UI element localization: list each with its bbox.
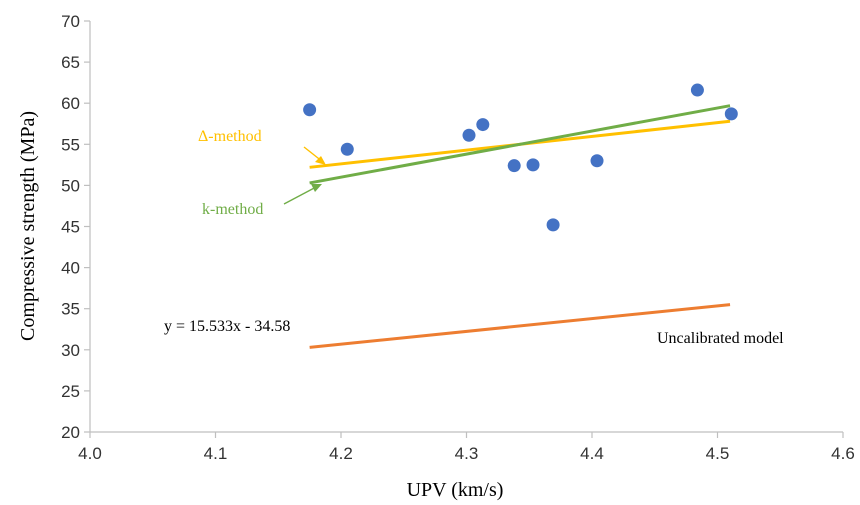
- data-point: [476, 118, 490, 132]
- y-tick-label: 25: [61, 382, 80, 401]
- x-tick-label: 4.6: [831, 444, 855, 463]
- delta-method-annotation: Δ-method: [198, 128, 262, 145]
- data-point: [303, 103, 317, 117]
- data-point: [690, 83, 704, 97]
- y-tick-label: 55: [61, 135, 80, 154]
- y-tick-label: 60: [61, 94, 80, 113]
- y-tick-label: 50: [61, 176, 80, 195]
- x-tick-label: 4.4: [580, 444, 604, 463]
- data-point: [340, 142, 354, 156]
- x-tick-label: 4.3: [455, 444, 479, 463]
- uncalibrated-model-annotation: Uncalibrated model: [657, 330, 784, 347]
- data-point: [526, 158, 540, 172]
- data-point: [590, 154, 604, 168]
- x-tick-label: 4.1: [204, 444, 228, 463]
- k-method-line: [309, 104, 731, 185]
- y-tick-label: 30: [61, 341, 80, 360]
- x-tick-label: 4.0: [78, 444, 102, 463]
- y-tick-label: 40: [61, 259, 80, 278]
- delta-method-arrowhead: [315, 156, 326, 165]
- y-tick-label: 20: [61, 423, 80, 442]
- data-point: [724, 107, 738, 121]
- uncalibrated-line: [309, 303, 731, 349]
- x-axis-label: UPV (km/s): [407, 479, 504, 501]
- data-point: [462, 128, 476, 142]
- regression-equation: y = 15.533x - 34.58: [164, 318, 290, 335]
- y-axis-ticks: 20 25 30 35 40 45 50 55 60 65 70: [61, 12, 90, 442]
- data-point: [546, 218, 560, 232]
- k-method-arrow: [283, 185, 319, 205]
- x-tick-label: 4.2: [329, 444, 353, 463]
- fit-lines: [309, 104, 731, 349]
- x-axis-ticks: 4.0 4.1 4.2 4.3 4.4 4.5 4.6: [78, 432, 855, 463]
- y-tick-label: 45: [61, 218, 80, 237]
- k-method-annotation: k-method: [202, 201, 263, 218]
- y-tick-label: 35: [61, 300, 80, 319]
- scatter-points: [303, 83, 738, 232]
- y-tick-label: 65: [61, 53, 80, 72]
- y-tick-label: 70: [61, 12, 80, 31]
- data-point: [507, 159, 521, 173]
- k-method-arrowhead: [311, 184, 322, 192]
- x-tick-label: 4.5: [706, 444, 730, 463]
- y-axis-label: Compressive strength (MPa): [17, 111, 39, 341]
